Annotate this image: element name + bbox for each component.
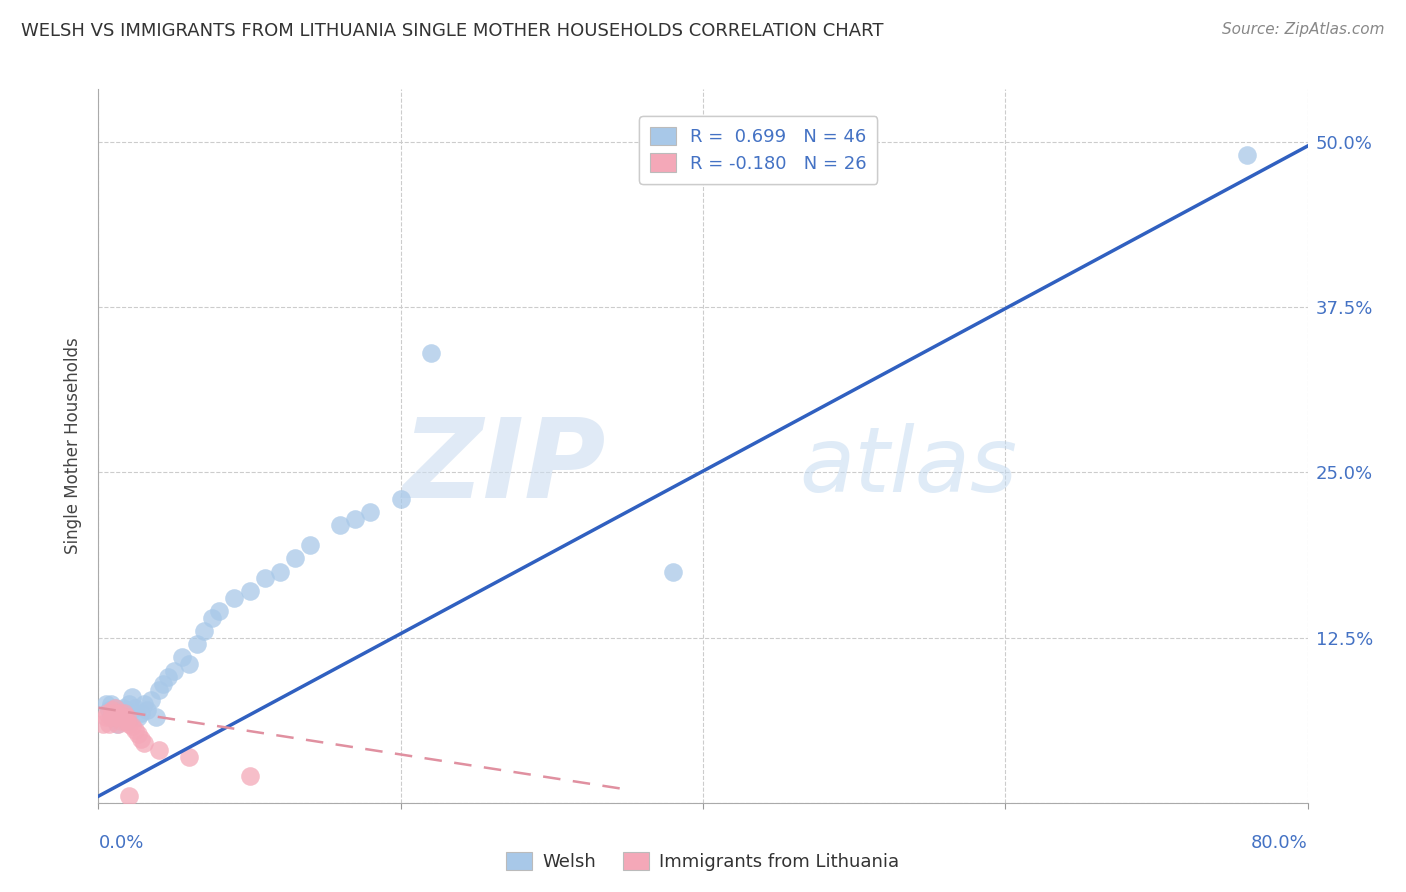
Point xyxy=(104,700,127,714)
Point xyxy=(224,591,246,605)
Text: atlas: atlas xyxy=(800,424,1018,511)
Point xyxy=(107,710,129,724)
Point xyxy=(344,511,367,525)
Point xyxy=(152,677,174,691)
Point xyxy=(360,505,382,519)
Y-axis label: Single Mother Households: Single Mother Households xyxy=(65,338,83,554)
Point xyxy=(329,518,352,533)
Point xyxy=(114,703,136,717)
Point xyxy=(115,710,138,724)
Legend: Welsh, Immigrants from Lithuania: Welsh, Immigrants from Lithuania xyxy=(499,845,907,879)
Point xyxy=(94,710,117,724)
Point xyxy=(127,710,149,724)
Point xyxy=(98,703,121,717)
Point xyxy=(135,703,157,717)
Point xyxy=(103,706,125,720)
Point xyxy=(148,683,170,698)
Text: 0.0%: 0.0% xyxy=(98,834,143,852)
Point xyxy=(121,719,143,733)
Point xyxy=(284,551,307,566)
Legend: R =  0.699   N = 46, R = -0.180   N = 26: R = 0.699 N = 46, R = -0.180 N = 26 xyxy=(640,116,877,184)
Point xyxy=(389,491,412,506)
Point xyxy=(170,650,193,665)
Point xyxy=(299,538,322,552)
Point xyxy=(132,697,155,711)
Text: 80.0%: 80.0% xyxy=(1251,834,1308,852)
Point xyxy=(100,710,122,724)
Point xyxy=(132,736,155,750)
Point xyxy=(239,584,262,599)
Point xyxy=(100,697,122,711)
Point xyxy=(129,706,152,720)
Point xyxy=(1236,148,1258,162)
Point xyxy=(124,700,146,714)
Point xyxy=(98,716,121,731)
Point xyxy=(110,706,132,720)
Point xyxy=(662,565,685,579)
Point xyxy=(108,706,131,720)
Point xyxy=(179,749,201,764)
Point xyxy=(114,714,136,728)
Point xyxy=(110,714,132,728)
Point xyxy=(124,723,146,738)
Point xyxy=(193,624,215,638)
Point xyxy=(103,706,125,720)
Point xyxy=(239,769,262,783)
Point xyxy=(112,706,135,720)
Point xyxy=(101,703,124,717)
Point xyxy=(111,700,134,714)
Point xyxy=(201,611,224,625)
Point xyxy=(94,697,117,711)
Text: WELSH VS IMMIGRANTS FROM LITHUANIA SINGLE MOTHER HOUSEHOLDS CORRELATION CHART: WELSH VS IMMIGRANTS FROM LITHUANIA SINGL… xyxy=(21,22,883,40)
Point xyxy=(186,637,208,651)
Text: ZIP: ZIP xyxy=(402,414,606,521)
Point xyxy=(101,710,124,724)
Point xyxy=(156,670,179,684)
Point xyxy=(115,714,138,728)
Point xyxy=(104,700,127,714)
Point xyxy=(163,664,186,678)
Point xyxy=(148,743,170,757)
Point xyxy=(107,716,129,731)
Point xyxy=(118,716,141,731)
Point xyxy=(208,604,231,618)
Point xyxy=(118,697,141,711)
Point xyxy=(179,657,201,671)
Point xyxy=(269,565,291,579)
Point xyxy=(108,703,131,717)
Point xyxy=(118,789,141,804)
Point xyxy=(91,716,114,731)
Point xyxy=(129,732,152,747)
Point xyxy=(121,690,143,704)
Point xyxy=(145,710,167,724)
Point xyxy=(96,706,118,720)
Point xyxy=(127,727,149,741)
Point xyxy=(111,710,134,724)
Point xyxy=(141,692,163,706)
Point xyxy=(420,346,443,360)
Point xyxy=(105,716,128,731)
Point xyxy=(253,571,276,585)
Point xyxy=(105,710,128,724)
Point xyxy=(112,710,135,724)
Text: Source: ZipAtlas.com: Source: ZipAtlas.com xyxy=(1222,22,1385,37)
